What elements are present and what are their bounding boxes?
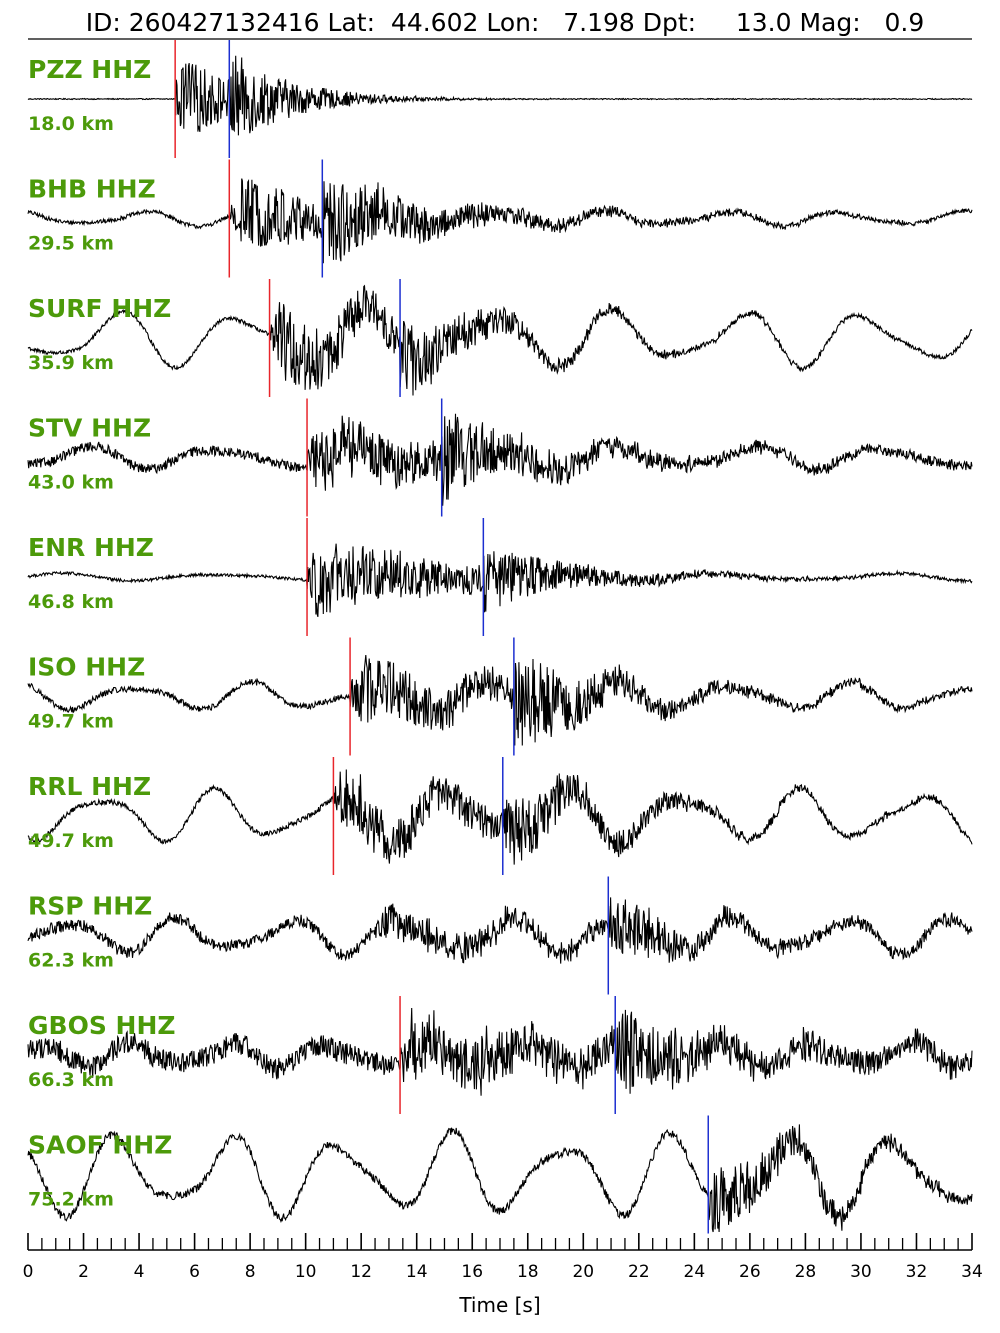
header-lat-value: 44.602: [375, 8, 478, 37]
event-header: ID: 260427132416 Lat: 44.602 Lon: 7.198 …: [86, 8, 925, 37]
waveform-iso: [27, 655, 973, 746]
x-tick-label: 22: [628, 1262, 650, 1282]
station-distance: 49.7 km: [28, 711, 114, 733]
station-distance: 66.3 km: [28, 1069, 114, 1091]
station-distance: 62.3 km: [28, 950, 114, 972]
waveform-bhb: [27, 178, 973, 264]
waveform-rsp: [27, 897, 973, 964]
x-axis-label: Time [s]: [458, 1293, 540, 1317]
station-label: STV HHZ: [28, 414, 151, 443]
x-tick-label: 34: [961, 1262, 983, 1282]
x-tick-label: 16: [461, 1262, 483, 1282]
header-dpt-label: Dpt:: [635, 8, 696, 37]
waveform-pzz: [27, 55, 973, 136]
x-tick-label: 28: [795, 1262, 817, 1282]
x-tick-label: 30: [850, 1262, 872, 1282]
waveform-surf: [27, 284, 973, 396]
trace-panel-saof: SAOF HHZ 75.2 km: [27, 1115, 973, 1234]
station-distance: 43.0 km: [28, 472, 114, 494]
station-distance: 75.2 km: [28, 1189, 114, 1211]
x-tick-label: 12: [350, 1262, 372, 1282]
x-tick-label: 2: [78, 1262, 89, 1282]
trace-panel-rrl: RRL HHZ 49.7 km: [27, 757, 973, 875]
station-distance: 46.8 km: [28, 591, 114, 613]
station-distance: 29.5 km: [28, 233, 114, 255]
trace-panel-bhb: BHB HHZ 29.5 km: [27, 159, 973, 278]
trace-panel-pzz: PZZ HHZ 18.0 km: [27, 40, 973, 158]
waveform-enr: [27, 543, 973, 618]
x-tick-label: 24: [684, 1262, 706, 1282]
x-tick-label: 32: [906, 1262, 928, 1282]
x-tick-label: 18: [517, 1262, 539, 1282]
waveform-rrl: [27, 769, 973, 865]
trace-panel-enr: ENR HHZ 46.8 km: [27, 518, 973, 636]
station-label: ISO HHZ: [28, 653, 145, 682]
waveform-gbos: [27, 1007, 973, 1096]
station-label: ENR HHZ: [28, 533, 154, 562]
trace-panels: PZZ HHZ 18.0 km BHB HHZ 29.5 km SURF HHZ 35.9…: [27, 40, 973, 1234]
x-tick-label: 8: [245, 1262, 256, 1282]
time-axis: 0 2 4 6 8 10 12 14 16 18 20 22 24 26 28 30 32 34: [23, 1233, 983, 1282]
station-label: RRL HHZ: [28, 772, 151, 801]
waveform-stv: [27, 413, 973, 506]
header-lon-label: Lon:: [478, 8, 539, 37]
station-label: GBOS HHZ: [28, 1011, 176, 1040]
station-distance: 18.0 km: [28, 113, 114, 135]
x-tick-label: 10: [295, 1262, 317, 1282]
trace-panel-iso: ISO HHZ 49.7 km: [27, 637, 973, 756]
station-label: SAOF HHZ: [28, 1131, 172, 1160]
x-tick-label: 0: [23, 1262, 34, 1282]
trace-panel-gbos: GBOS HHZ 66.3 km: [27, 996, 973, 1114]
x-tick-label: 6: [189, 1262, 200, 1282]
header-id-value: 260427132416: [121, 8, 320, 37]
station-label: PZZ HHZ: [28, 55, 151, 84]
station-label: BHB HHZ: [28, 175, 156, 204]
header-mag-label: Mag:: [792, 8, 861, 37]
trace-panel-rsp: RSP HHZ 62.3 km: [27, 876, 973, 995]
trace-panel-surf: SURF HHZ 35.9 km: [27, 279, 973, 397]
waveform-saof: [27, 1124, 973, 1233]
station-distance: 49.7 km: [28, 830, 114, 852]
x-tick-label: 4: [134, 1262, 145, 1282]
header-dpt-value: 13.0: [696, 8, 791, 37]
x-tick-label: 14: [406, 1262, 428, 1282]
header-id-label: ID:: [86, 8, 121, 37]
header-lat-label: Lat:: [320, 8, 375, 37]
station-label: SURF HHZ: [28, 294, 171, 323]
header-lon-value: 7.198: [539, 8, 634, 37]
trace-panel-stv: STV HHZ 43.0 km: [27, 398, 973, 517]
header-mag-value: 0.9: [861, 8, 925, 37]
x-tick-label: 20: [572, 1262, 594, 1282]
station-distance: 35.9 km: [28, 352, 114, 374]
x-tick-label: 26: [739, 1262, 761, 1282]
station-label: RSP HHZ: [28, 892, 152, 921]
